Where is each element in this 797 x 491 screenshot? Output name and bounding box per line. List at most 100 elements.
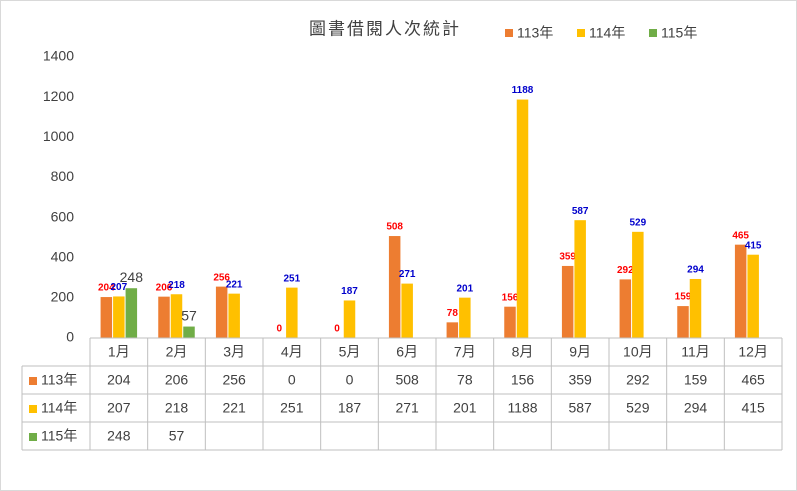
data-label: 251 <box>283 273 300 284</box>
table-legend-swatch <box>29 433 37 441</box>
data-label: 187 <box>341 286 358 297</box>
legend-label: 113年 <box>517 25 553 41</box>
legend-swatch <box>649 29 657 37</box>
data-label: 201 <box>456 283 473 294</box>
x-tick-label: 10月 <box>623 344 653 360</box>
x-tick-label: 11月 <box>681 344 710 360</box>
bar <box>113 296 125 338</box>
data-label: 256 <box>213 272 230 283</box>
table-cell: 187 <box>338 400 362 416</box>
legend-label: 114年 <box>589 25 625 41</box>
table-cell: 78 <box>457 372 473 388</box>
legend-swatch <box>577 29 585 37</box>
bar <box>734 244 747 338</box>
data-label: 204 <box>98 283 115 294</box>
x-tick-label: 4月 <box>281 344 303 360</box>
y-tick-label: 800 <box>51 168 75 184</box>
table-cell: 57 <box>169 428 185 444</box>
x-tick-label: 2月 <box>166 344 188 360</box>
bar <box>446 322 459 338</box>
bar <box>459 297 471 338</box>
table-cell: 251 <box>280 400 304 416</box>
y-tick-label: 1200 <box>43 88 74 104</box>
data-label: 57 <box>181 307 197 323</box>
data-label: 248 <box>120 269 144 285</box>
data-label: 292 <box>617 265 634 276</box>
bar <box>632 231 644 338</box>
table-cell: 201 <box>453 400 477 416</box>
table-row-label: 115年 <box>41 428 77 444</box>
data-label: 207 <box>110 282 127 293</box>
y-tick-label: 0 <box>66 329 74 345</box>
bar <box>100 297 113 338</box>
table-cell: 159 <box>684 372 708 388</box>
x-tick-label: 6月 <box>396 344 418 360</box>
bar <box>228 293 240 338</box>
x-tick-label: 8月 <box>512 344 534 360</box>
y-tick-label: 1000 <box>43 128 74 144</box>
table-legend-swatch <box>29 405 37 413</box>
table-row-label: 113年 <box>41 372 77 388</box>
data-label: 156 <box>502 292 519 303</box>
bar <box>343 300 356 338</box>
data-label: 271 <box>399 269 416 280</box>
legend-swatch <box>505 29 513 37</box>
table-cell: 256 <box>222 372 246 388</box>
x-tick-label: 1月 <box>108 344 130 360</box>
data-label: 465 <box>732 230 749 241</box>
x-tick-label: 9月 <box>569 344 591 360</box>
y-tick-label: 600 <box>51 208 75 224</box>
data-label: 508 <box>386 222 403 233</box>
table-cell: 529 <box>626 400 650 416</box>
table-cell: 204 <box>107 372 131 388</box>
data-label: 1188 <box>512 85 534 96</box>
bar <box>677 306 689 338</box>
legend-label: 115年 <box>661 25 697 41</box>
data-label: 0 <box>277 324 283 335</box>
bar <box>170 294 183 338</box>
data-label: 415 <box>745 240 762 251</box>
bar <box>561 265 574 338</box>
x-tick-label: 12月 <box>738 344 768 360</box>
table-cell: 292 <box>626 372 650 388</box>
bar <box>158 296 170 338</box>
x-tick-label: 5月 <box>339 344 361 360</box>
bar <box>747 254 759 338</box>
table-cell: 221 <box>222 400 246 416</box>
y-tick-label: 1400 <box>43 48 74 64</box>
data-label: 78 <box>447 308 459 319</box>
bar <box>504 306 516 338</box>
data-label: 221 <box>226 279 243 290</box>
y-tick-label: 200 <box>51 289 75 305</box>
data-label: 529 <box>629 217 646 228</box>
table-cell: 359 <box>568 372 592 388</box>
bar <box>125 288 138 338</box>
bar <box>516 99 529 339</box>
data-label: 359 <box>559 252 576 263</box>
table-cell: 218 <box>165 400 189 416</box>
bar <box>689 278 702 338</box>
table-cell: 206 <box>165 372 189 388</box>
bar <box>215 286 228 338</box>
bar <box>574 220 586 338</box>
bar <box>619 279 632 338</box>
bar <box>401 283 413 338</box>
table-row-label: 114年 <box>41 400 77 416</box>
table-cell: 207 <box>107 400 131 416</box>
data-label: 587 <box>572 206 589 217</box>
chart-title: 圖書借閱人次統計 <box>309 19 461 38</box>
table-cell: 156 <box>511 372 535 388</box>
bar <box>286 287 298 338</box>
table-cell: 1188 <box>507 400 537 416</box>
bar <box>388 236 401 338</box>
data-label: 159 <box>675 292 692 303</box>
y-tick-label: 400 <box>51 248 75 264</box>
x-tick-label: 7月 <box>454 344 476 360</box>
table-cell: 0 <box>288 372 296 388</box>
bar <box>183 326 195 338</box>
table-cell: 508 <box>395 372 419 388</box>
data-label: 218 <box>168 280 185 291</box>
data-label: 206 <box>156 282 173 293</box>
table-cell: 587 <box>568 400 592 416</box>
